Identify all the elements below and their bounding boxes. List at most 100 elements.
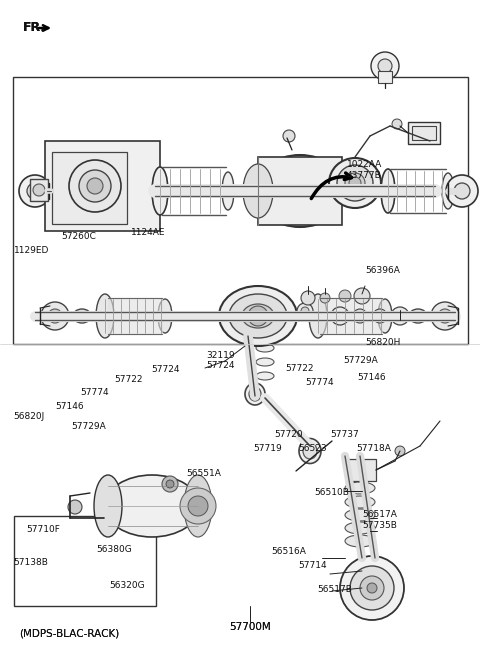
Text: 57146: 57146 bbox=[358, 373, 386, 382]
Ellipse shape bbox=[378, 299, 392, 333]
Text: (MDPS-BLAC-RACK): (MDPS-BLAC-RACK) bbox=[19, 628, 120, 638]
Ellipse shape bbox=[337, 165, 373, 201]
Text: 57735B: 57735B bbox=[362, 521, 397, 530]
Text: 57138B: 57138B bbox=[13, 557, 48, 567]
Bar bbox=[378, 71, 392, 83]
Text: FR.: FR. bbox=[23, 21, 46, 34]
Bar bbox=[30, 179, 48, 201]
Text: 57774: 57774 bbox=[305, 378, 334, 387]
Ellipse shape bbox=[309, 294, 327, 338]
Ellipse shape bbox=[345, 522, 375, 534]
Ellipse shape bbox=[256, 358, 274, 366]
Circle shape bbox=[87, 178, 103, 194]
Circle shape bbox=[69, 160, 121, 212]
Text: 57700M: 57700M bbox=[229, 621, 270, 632]
Bar bbox=[45, 141, 160, 231]
Bar bbox=[412, 126, 436, 140]
Circle shape bbox=[431, 302, 459, 330]
Text: 57729A: 57729A bbox=[343, 356, 378, 365]
Ellipse shape bbox=[94, 475, 122, 537]
Text: 43777B: 43777B bbox=[347, 171, 381, 180]
Text: 57260C: 57260C bbox=[61, 232, 96, 241]
Circle shape bbox=[340, 556, 404, 620]
Text: 1022AA: 1022AA bbox=[347, 160, 382, 169]
Ellipse shape bbox=[219, 286, 297, 346]
Text: 56380G: 56380G bbox=[96, 545, 132, 554]
Ellipse shape bbox=[255, 295, 275, 305]
Text: 56516A: 56516A bbox=[271, 547, 306, 556]
Text: 56510B: 56510B bbox=[314, 488, 349, 497]
Circle shape bbox=[301, 307, 309, 315]
Ellipse shape bbox=[256, 344, 274, 352]
Text: FR.: FR. bbox=[23, 21, 46, 34]
Ellipse shape bbox=[266, 165, 334, 217]
Text: 57714: 57714 bbox=[299, 561, 327, 570]
Text: 57722: 57722 bbox=[286, 364, 314, 373]
Ellipse shape bbox=[249, 387, 261, 401]
Ellipse shape bbox=[96, 294, 114, 338]
Bar bbox=[408, 122, 440, 144]
Ellipse shape bbox=[299, 439, 321, 463]
Text: 57722: 57722 bbox=[114, 375, 143, 384]
Circle shape bbox=[350, 566, 394, 610]
Circle shape bbox=[446, 175, 478, 207]
Text: 56320G: 56320G bbox=[109, 581, 145, 590]
Ellipse shape bbox=[243, 164, 273, 218]
Text: 57720: 57720 bbox=[275, 430, 303, 439]
Text: 57724: 57724 bbox=[206, 361, 235, 370]
Ellipse shape bbox=[256, 372, 274, 380]
Text: 56523: 56523 bbox=[299, 444, 327, 453]
Text: 57718A: 57718A bbox=[356, 444, 391, 453]
Ellipse shape bbox=[222, 172, 234, 210]
Circle shape bbox=[331, 307, 349, 325]
Circle shape bbox=[68, 500, 82, 514]
Circle shape bbox=[354, 288, 370, 304]
Ellipse shape bbox=[184, 475, 212, 537]
Text: 57146: 57146 bbox=[55, 402, 84, 412]
Circle shape bbox=[188, 496, 208, 516]
Circle shape bbox=[320, 293, 330, 303]
Ellipse shape bbox=[158, 299, 172, 333]
Circle shape bbox=[301, 291, 315, 305]
Circle shape bbox=[392, 119, 402, 129]
Text: 57724: 57724 bbox=[151, 365, 180, 374]
Text: 56517A: 56517A bbox=[362, 510, 397, 519]
Ellipse shape bbox=[242, 304, 274, 328]
Text: 1129ED: 1129ED bbox=[14, 246, 50, 255]
Circle shape bbox=[166, 480, 174, 488]
Text: 57700M: 57700M bbox=[229, 621, 270, 632]
Circle shape bbox=[283, 130, 295, 142]
Ellipse shape bbox=[345, 173, 365, 193]
Ellipse shape bbox=[442, 173, 454, 209]
Text: 57710F: 57710F bbox=[26, 525, 60, 534]
Ellipse shape bbox=[303, 443, 317, 459]
Circle shape bbox=[297, 303, 313, 319]
Circle shape bbox=[48, 309, 62, 323]
Bar bbox=[14, 516, 156, 606]
Bar bbox=[13, 77, 468, 344]
Circle shape bbox=[33, 184, 45, 196]
Circle shape bbox=[378, 59, 392, 73]
Ellipse shape bbox=[345, 509, 375, 521]
Text: 1124AE: 1124AE bbox=[131, 228, 165, 237]
Circle shape bbox=[353, 309, 367, 323]
Circle shape bbox=[162, 476, 178, 492]
Ellipse shape bbox=[73, 309, 91, 323]
Ellipse shape bbox=[345, 482, 375, 494]
Circle shape bbox=[438, 309, 452, 323]
Ellipse shape bbox=[105, 475, 200, 537]
Ellipse shape bbox=[345, 535, 375, 547]
Text: 56396A: 56396A bbox=[366, 266, 401, 275]
Text: 56820J: 56820J bbox=[13, 412, 45, 421]
Circle shape bbox=[349, 177, 361, 189]
Circle shape bbox=[454, 183, 470, 199]
Ellipse shape bbox=[256, 316, 274, 324]
Text: 57719: 57719 bbox=[253, 444, 282, 453]
Circle shape bbox=[360, 576, 384, 600]
Circle shape bbox=[27, 183, 43, 199]
Text: 57737: 57737 bbox=[330, 430, 359, 439]
Bar bbox=[258, 157, 342, 225]
Ellipse shape bbox=[381, 169, 395, 213]
Text: 57774: 57774 bbox=[81, 388, 109, 397]
Circle shape bbox=[180, 488, 216, 524]
